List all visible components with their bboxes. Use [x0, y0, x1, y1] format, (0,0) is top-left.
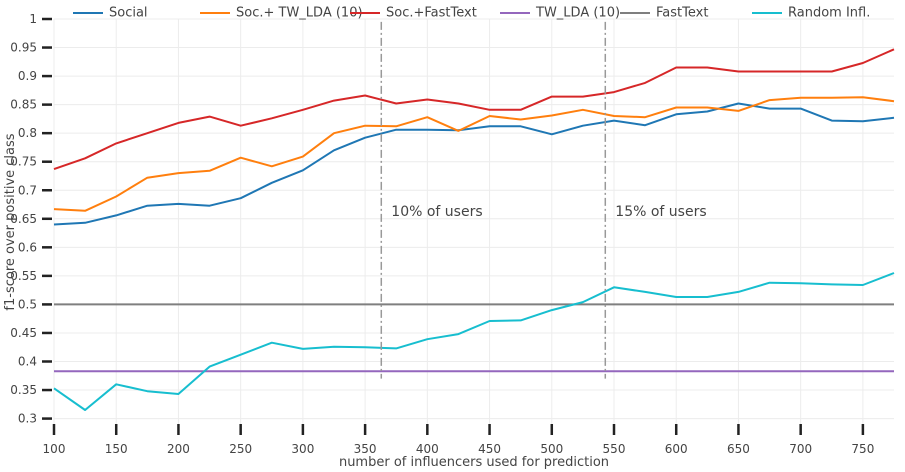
annotations: 10% of users 15% of users	[380, 21, 707, 379]
legend-label: Random Infl.	[788, 6, 870, 21]
y-tick-label: 0.9	[18, 69, 37, 83]
y-tick-label: 0.95	[10, 41, 37, 55]
x-tick-label: 750	[851, 442, 874, 456]
y-tick-label: 0.3	[18, 412, 37, 426]
x-tick-label: 300	[291, 442, 314, 456]
x-tick-label: 650	[727, 442, 750, 456]
series-line-soc-tw-lda-10	[53, 96, 895, 212]
legend-label: Soc.+FastText	[386, 6, 477, 21]
y-tick-label: 0.35	[10, 383, 37, 397]
x-tick-label: 500	[540, 442, 563, 456]
x-tick-label: 200	[167, 442, 190, 456]
legend-label: FastText	[656, 6, 708, 21]
y-tick-label: 0.75	[10, 155, 37, 169]
legend-label: TW_LDA (10)	[535, 6, 620, 21]
y-tick-label: 0.85	[10, 98, 37, 112]
x-tick-label: 550	[603, 442, 626, 456]
x-tick-label: 700	[789, 442, 812, 456]
annotation-label: 15% of users	[615, 204, 706, 220]
x-tick-label: 350	[354, 442, 377, 456]
y-tick-label: 1	[29, 12, 37, 26]
x-tick-label: 600	[665, 442, 688, 456]
x-tick-label: 250	[229, 442, 252, 456]
y-tick-label: 0.8	[18, 126, 37, 140]
x-tick-label: 100	[43, 442, 66, 456]
series-line-soc-fasttext	[53, 48, 895, 171]
x-tick-label: 400	[416, 442, 439, 456]
y-tick-label: 0.4	[18, 355, 37, 369]
grid-lines	[53, 18, 894, 430]
legend-label: Soc.+ TW_LDA (10)	[236, 6, 363, 21]
legend-label: Social	[109, 6, 148, 21]
y-tick-label: 0.65	[10, 212, 37, 226]
series-lines	[53, 48, 895, 411]
legend: Social Soc.+ TW_LDA (10) Soc.+FastText TW_L…	[73, 6, 870, 21]
y-tick-label: 0.45	[10, 326, 37, 340]
y-tick-label: 0.55	[10, 269, 37, 283]
annotation-label: 10% of users	[391, 204, 482, 220]
series-line-random-infl	[53, 272, 895, 411]
y-axis-title: f1-score over positive class	[3, 133, 18, 310]
y-tick-label: 0.6	[18, 240, 37, 254]
y-tick-label: 0.7	[18, 183, 37, 197]
axis-ticks: 100 150 200 250 300 350 400 450 500 550 600 650 700 7…	[10, 12, 874, 456]
x-tick-label: 450	[478, 442, 501, 456]
y-tick-label: 0.5	[18, 297, 37, 311]
x-tick-label: 150	[105, 442, 128, 456]
x-axis-title: number of influencers used for predictio…	[339, 455, 609, 470]
